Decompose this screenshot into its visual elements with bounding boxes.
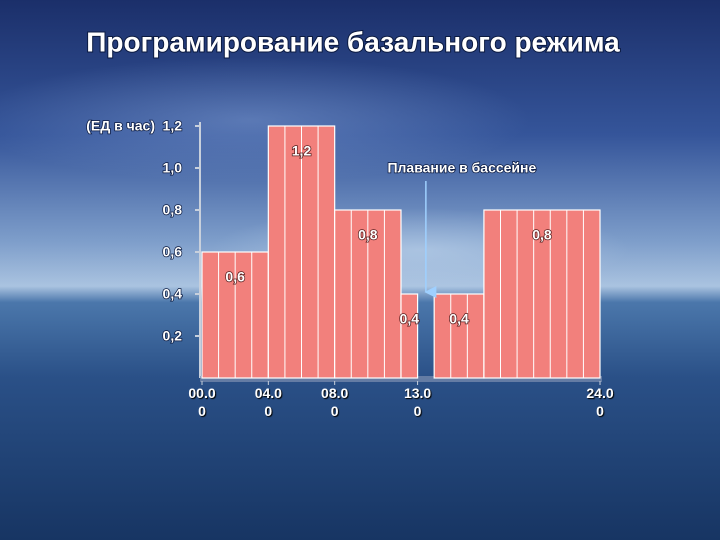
value-label: 1,2 (292, 143, 312, 159)
y-tick-label: 0,8 (163, 202, 183, 218)
bar (483, 209, 601, 379)
y-tick-label: 0,4 (163, 286, 183, 302)
value-label: 0,4 (400, 311, 420, 327)
x-tick-label: 13.00 (403, 385, 432, 419)
y-tick-label: 0,2 (163, 328, 183, 344)
x-tick-label: 04.00 (254, 385, 282, 419)
value-label: 0,8 (358, 227, 378, 243)
y-tick-label: 0,6 (163, 244, 183, 260)
x-axis-base (200, 376, 602, 382)
bar (400, 293, 419, 379)
value-label: 0,8 (532, 227, 552, 243)
value-label: 0,4 (449, 311, 469, 327)
y-tick-label: 1,0 (163, 160, 183, 176)
value-label: 0,6 (225, 269, 245, 285)
annotation: Плавание в бассейне (387, 160, 536, 176)
y-tick-label: 1,2 (163, 118, 183, 134)
x-tick-label: 24.00 (586, 385, 614, 419)
x-tick-label: 00.00 (188, 385, 216, 419)
bar (433, 293, 485, 379)
x-tick-label: 08.00 (321, 385, 349, 419)
y-axis-label: (ЕД в час) (86, 118, 155, 134)
chart-title: Програмирование базального режима (86, 26, 620, 57)
